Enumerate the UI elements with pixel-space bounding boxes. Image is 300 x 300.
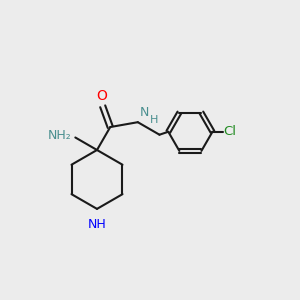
Text: NH: NH [88,218,106,231]
Text: O: O [96,89,107,103]
Text: N: N [139,106,148,119]
Text: NH₂: NH₂ [48,129,72,142]
Text: Cl: Cl [224,125,237,138]
Text: H: H [150,115,158,124]
